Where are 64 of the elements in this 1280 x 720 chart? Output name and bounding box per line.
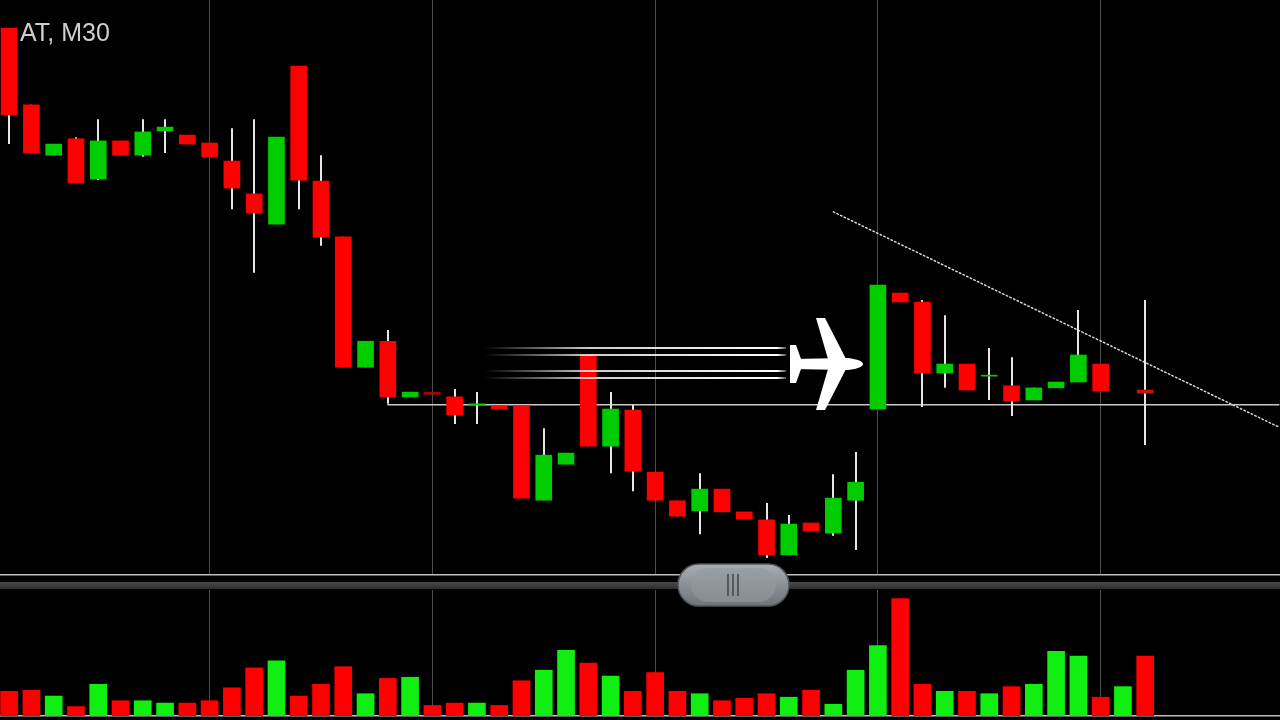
- bar: [512, 680, 531, 716]
- bar: [913, 683, 932, 716]
- candlestick: [713, 488, 731, 513]
- bar: [624, 691, 642, 716]
- bar: [1002, 686, 1021, 716]
- bar: [67, 706, 85, 716]
- bar: [423, 705, 442, 716]
- bar: [802, 689, 820, 716]
- candlestick: [936, 314, 954, 389]
- bar: [312, 683, 330, 716]
- candlestick: [1136, 298, 1154, 447]
- bar: [89, 683, 108, 716]
- bar: [1091, 696, 1110, 716]
- candlestick: [847, 451, 864, 552]
- bar: [133, 700, 152, 716]
- candlestick: [980, 347, 998, 402]
- bar: [1025, 683, 1043, 716]
- bar: [356, 693, 375, 716]
- bar: [445, 702, 464, 716]
- bar: [245, 667, 263, 716]
- bar: [468, 702, 486, 716]
- bar: [557, 649, 575, 716]
- bar: [334, 666, 353, 716]
- chart-title: AT, M30: [20, 18, 110, 47]
- bar: [22, 689, 41, 716]
- bar: [891, 598, 909, 716]
- bar: [646, 672, 664, 716]
- bar: [713, 700, 731, 716]
- bar: [111, 700, 130, 716]
- bar: [935, 691, 954, 716]
- bar: [1069, 655, 1088, 716]
- candlestick: [468, 391, 486, 425]
- bar: [601, 675, 620, 716]
- bar: [958, 691, 976, 716]
- candlestick: [691, 472, 709, 536]
- candlestick: [134, 118, 152, 158]
- bar: [869, 645, 887, 716]
- bar: [980, 693, 999, 716]
- bar: [779, 696, 798, 716]
- bar: [44, 695, 63, 716]
- candlestick: [1003, 356, 1020, 417]
- bar: [200, 700, 219, 716]
- bar: [690, 693, 709, 716]
- bar: [735, 698, 754, 716]
- bar: [534, 669, 553, 716]
- bar: [824, 703, 843, 716]
- bar: [379, 678, 397, 716]
- bar: [289, 695, 308, 716]
- bar: [668, 691, 687, 716]
- bar: [267, 660, 286, 716]
- bar: [178, 702, 197, 716]
- candlestick: [446, 387, 463, 425]
- bar: [156, 702, 174, 716]
- bar: [579, 662, 598, 716]
- bar: [490, 705, 509, 716]
- bar: [846, 669, 865, 716]
- bar: [1114, 686, 1132, 716]
- bar: [1136, 655, 1155, 716]
- bar: [223, 687, 241, 716]
- bar: [1047, 651, 1065, 716]
- candlestick: [245, 118, 263, 274]
- bar: [0, 691, 18, 716]
- bar: [401, 676, 419, 716]
- bar: [757, 693, 776, 716]
